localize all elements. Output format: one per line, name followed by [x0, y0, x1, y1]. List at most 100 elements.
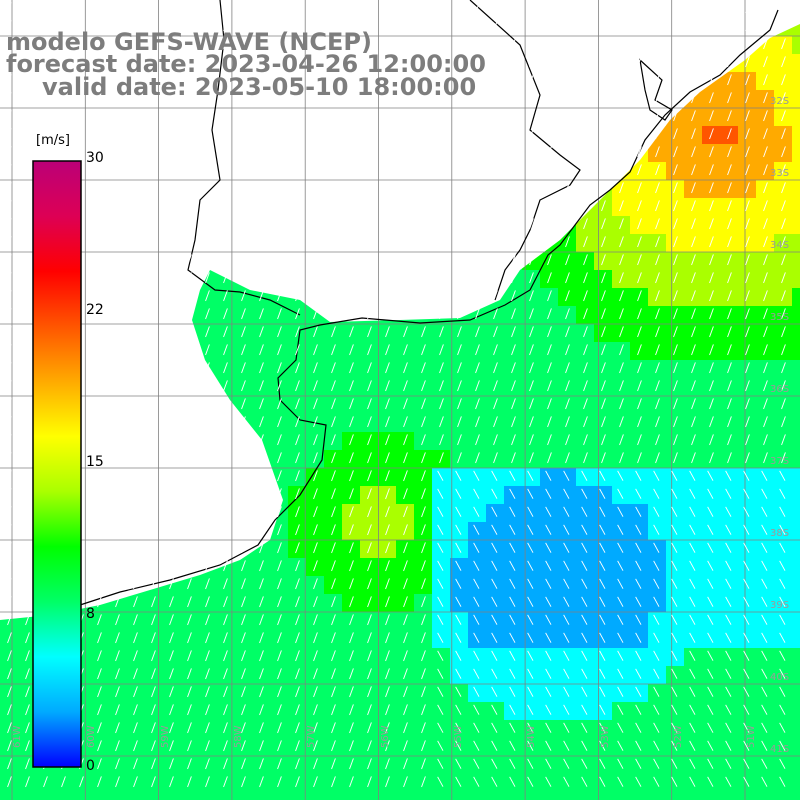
wind-arrow: [115, 506, 120, 518]
wind-arrow: [689, 668, 696, 679]
wind-arrow: [187, 2, 192, 14]
wind-arrow: [545, 632, 552, 643]
wind-arrow: [509, 740, 516, 751]
wind-arrow: [295, 722, 300, 734]
wind-arrow: [331, 380, 336, 392]
wind-arrow: [151, 704, 156, 716]
colorbar-tick-22: 22: [86, 302, 104, 318]
wind-arrow: [545, 740, 552, 751]
wind-arrow: [277, 38, 282, 50]
wind-arrow: [637, 434, 642, 446]
wind-arrow: [511, 290, 516, 302]
wind-arrow: [583, 326, 588, 338]
wind-arrow: [385, 614, 390, 626]
wind-arrow: [637, 452, 642, 464]
wind-arrow: [277, 398, 282, 410]
wind-arrow: [691, 2, 696, 14]
wind-arrow: [313, 200, 318, 212]
wind-arrow: [97, 236, 102, 248]
wind-arrow: [727, 254, 732, 266]
wind-arrow: [745, 434, 750, 446]
wind-cell: [288, 792, 306, 800]
wind-arrow: [599, 740, 606, 751]
wind-arrow: [349, 596, 354, 608]
wind-arrow: [205, 380, 210, 392]
wind-arrow: [259, 146, 264, 158]
wind-arrow: [671, 740, 678, 751]
wind-arrow: [223, 164, 228, 176]
wind-arrow: [403, 452, 408, 464]
wind-arrow: [637, 74, 642, 86]
wind-arrow: [403, 704, 408, 716]
wind-arrow: [527, 614, 534, 625]
wind-arrow: [455, 506, 462, 517]
wind-arrow: [439, 74, 444, 86]
wind-arrow: [439, 56, 444, 68]
wind-arrow: [223, 2, 228, 14]
wind-arrow: [671, 776, 678, 787]
wind-arrow: [601, 2, 606, 14]
wind-arrow: [25, 452, 30, 464]
wind-arrow: [563, 506, 570, 517]
wind-arrow: [691, 344, 696, 356]
wind-arrow: [313, 650, 318, 662]
wind-arrow: [115, 20, 120, 32]
wind-arrow: [313, 2, 318, 14]
wind-arrow: [421, 416, 426, 428]
wind-arrow: [619, 20, 624, 32]
wind-arrow: [563, 560, 570, 571]
wind-arrow: [295, 74, 300, 86]
wind-arrow: [133, 722, 138, 734]
wind-arrow: [637, 182, 642, 194]
wind-arrow: [475, 362, 480, 374]
wind-cell: [792, 198, 800, 216]
wind-cell: [792, 342, 800, 360]
wind-arrow: [581, 470, 588, 481]
wind-arrow: [421, 650, 426, 662]
lat-label: 34S: [770, 240, 790, 251]
wind-arrow: [637, 200, 642, 212]
wind-cell: [684, 792, 702, 800]
wind-arrow: [511, 344, 516, 356]
wind-arrow: [277, 542, 282, 554]
wind-arrow: [473, 740, 480, 751]
colorbar-tick-15: 15: [86, 454, 104, 470]
wind-arrow: [133, 506, 138, 518]
wind-arrow: [187, 20, 192, 32]
wind-arrow: [115, 200, 120, 212]
wind-arrow: [241, 218, 246, 230]
wind-arrow: [133, 704, 138, 716]
wind-arrow: [763, 164, 768, 176]
wind-arrow: [25, 92, 30, 104]
wind-arrow: [689, 740, 696, 751]
wind-arrow: [295, 326, 300, 338]
wind-arrow: [563, 596, 570, 607]
wind-arrow: [97, 506, 102, 518]
wind-arrow: [565, 290, 570, 302]
wind-arrow: [601, 254, 606, 266]
wind-arrow: [7, 632, 12, 644]
wind-arrow: [565, 344, 570, 356]
wind-arrow: [547, 2, 552, 14]
wind-arrow: [79, 110, 84, 122]
wind-arrow: [727, 182, 732, 194]
wind-arrow: [295, 254, 300, 266]
wind-arrow: [727, 164, 732, 176]
wind-arrow: [781, 128, 786, 140]
wind-arrow: [25, 524, 30, 536]
wind-arrow: [259, 182, 264, 194]
wind-arrow: [205, 542, 210, 554]
wind-arrow: [403, 632, 408, 644]
wind-arrow: [313, 542, 318, 554]
wind-arrow: [223, 614, 228, 626]
wind-arrow: [403, 398, 408, 410]
wind-arrow: [709, 2, 714, 14]
wind-arrow: [617, 740, 624, 751]
wind-arrow: [619, 236, 624, 248]
wind-arrow: [511, 452, 516, 464]
wind-arrow: [367, 236, 372, 248]
wind-arrow: [763, 398, 768, 410]
wind-arrow: [511, 236, 516, 248]
wind-arrow: [583, 110, 588, 122]
wind-arrow: [727, 380, 732, 392]
